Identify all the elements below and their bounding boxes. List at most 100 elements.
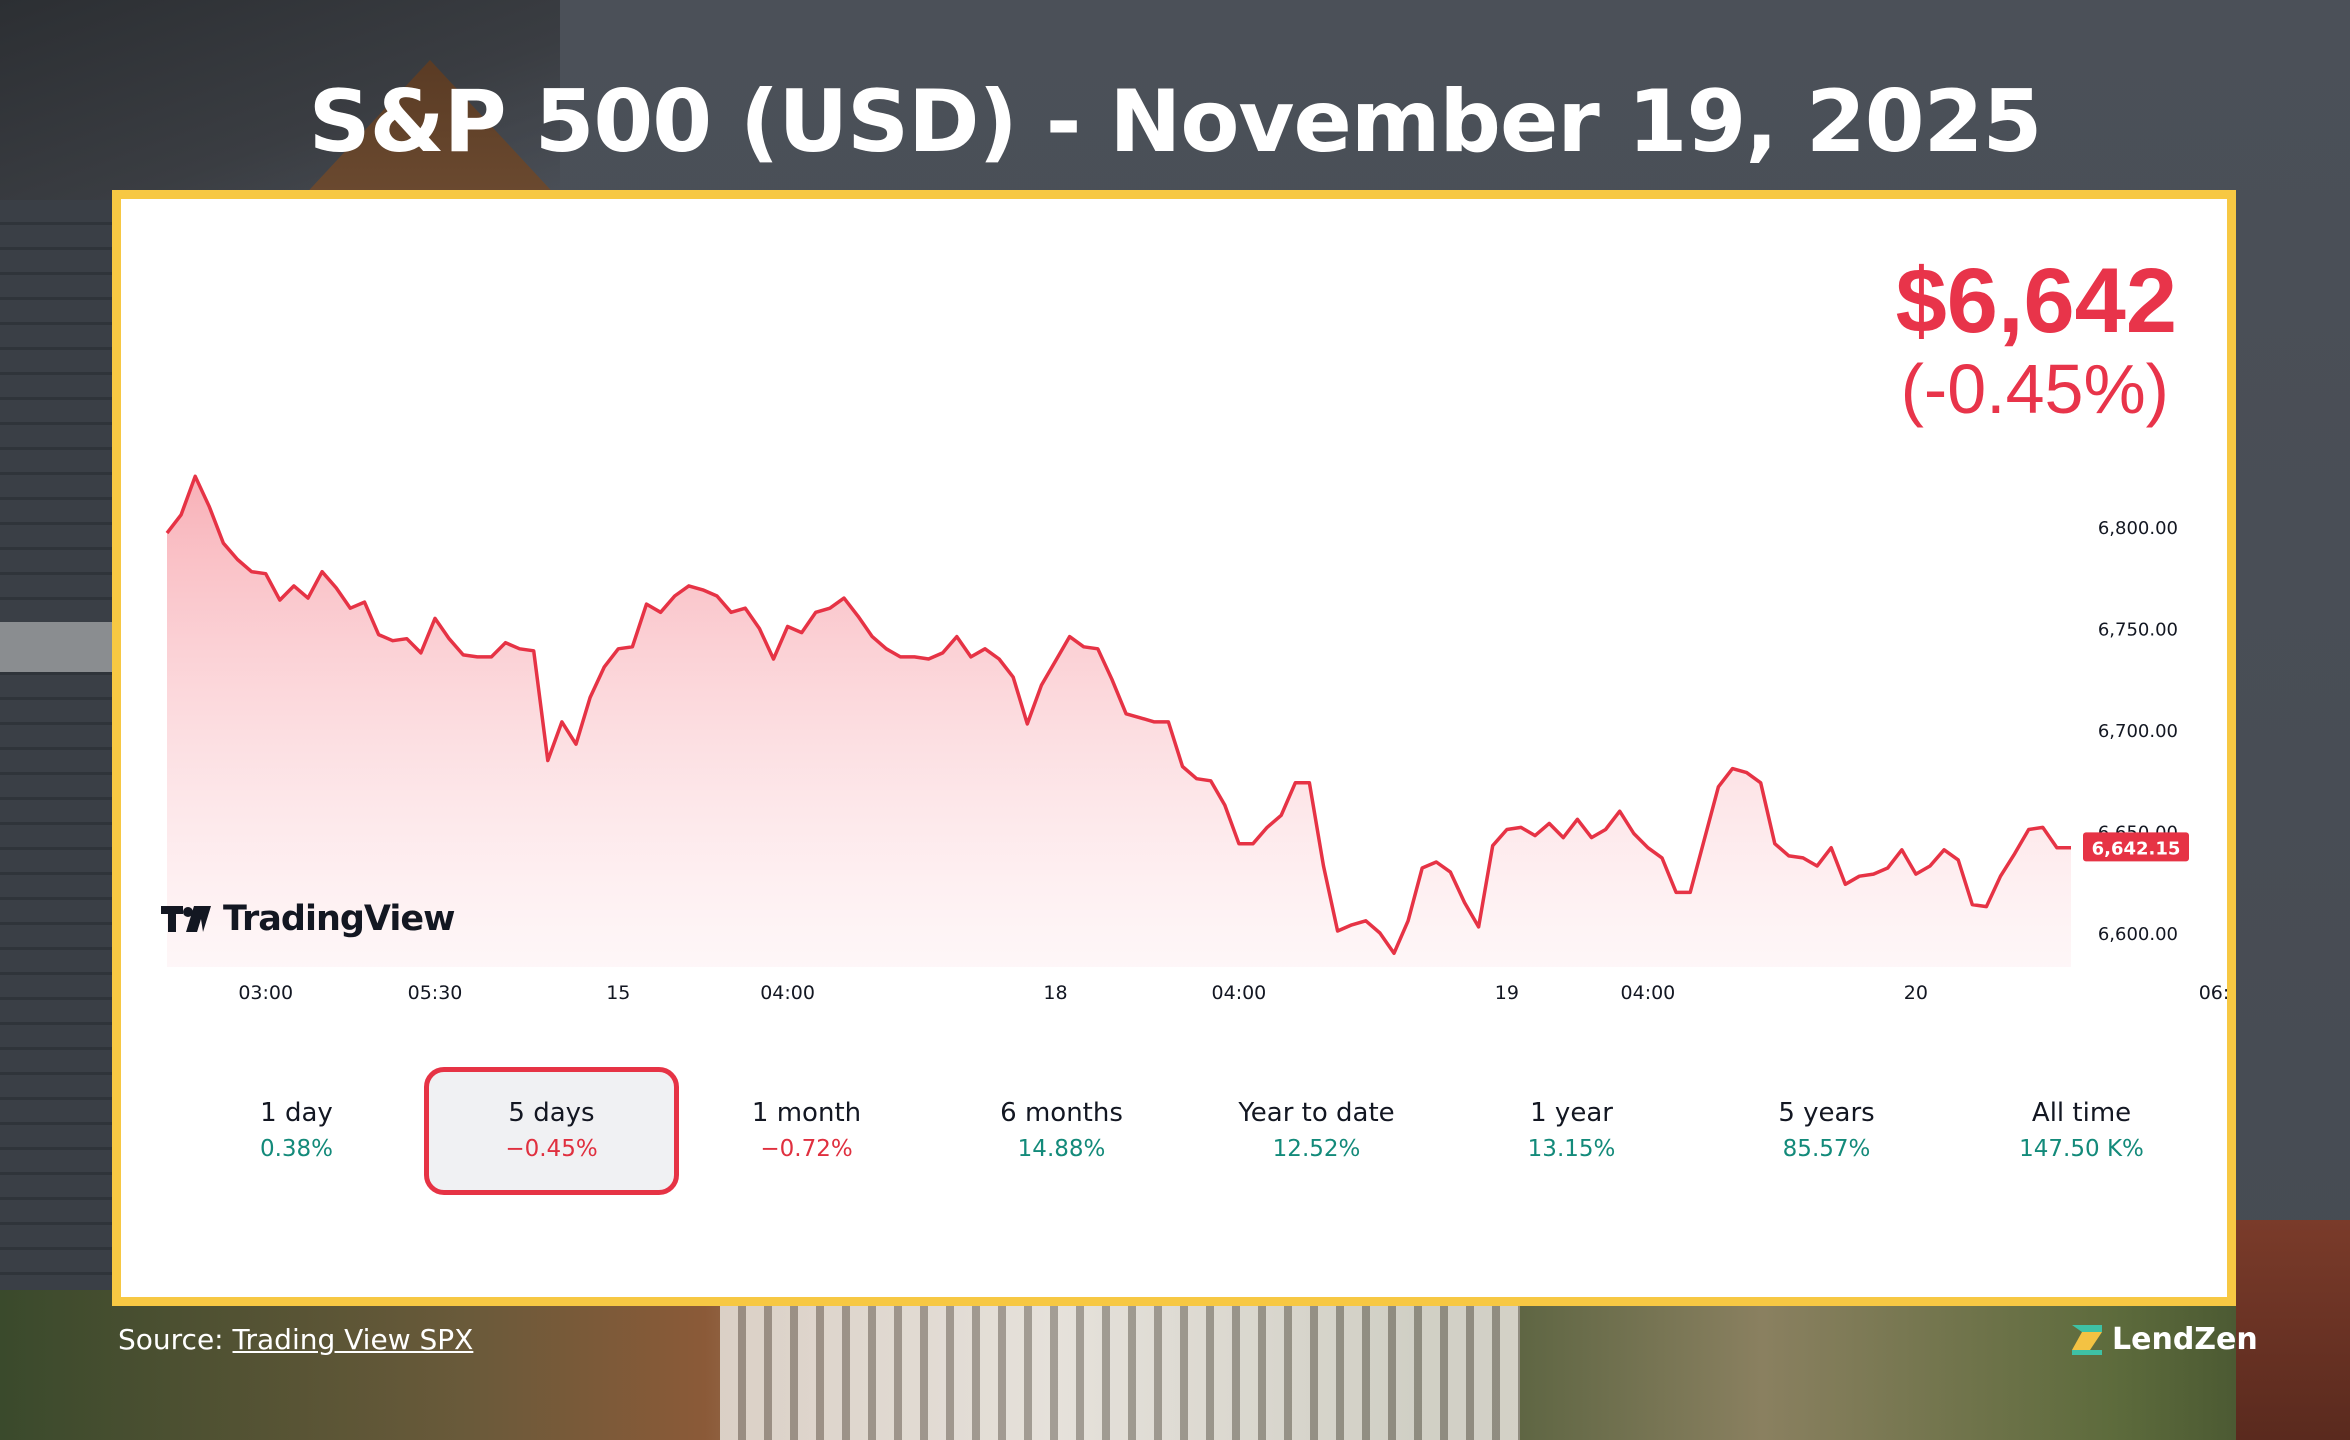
data-point	[630, 645, 634, 649]
x-axis: 03:00 05:30 15 04:00 18 04:00 19 04:00 20 06:00	[238, 982, 2227, 1004]
data-point	[1068, 635, 1072, 639]
data-point	[1195, 777, 1199, 781]
data-point	[1660, 856, 1664, 860]
background-trim	[0, 622, 115, 672]
data-point	[1181, 765, 1185, 769]
data-point	[673, 594, 677, 598]
period-change-value: 147.50 K%	[2019, 1136, 2144, 1162]
period-change-value: −0.72%	[760, 1136, 853, 1162]
data-point	[532, 649, 536, 653]
data-point	[221, 541, 225, 545]
period-1-day[interactable]: 1 day 0.38%	[169, 1067, 424, 1195]
price-chart: 6,600.006,650.006,700.006,750.006,800.00…	[165, 474, 2227, 1004]
data-point	[1872, 872, 1876, 876]
data-point	[1448, 870, 1452, 874]
period-label: 1 day	[260, 1098, 333, 1128]
data-point	[1829, 846, 1833, 850]
data-point	[983, 647, 987, 651]
data-point	[884, 647, 888, 651]
period-6-months[interactable]: 6 months 14.88%	[934, 1067, 1189, 1195]
data-point	[913, 655, 917, 659]
data-point	[1209, 779, 1213, 783]
data-point	[1322, 864, 1326, 868]
data-point	[1054, 659, 1058, 663]
y-tick-label: 6,600.00	[2098, 924, 2178, 945]
period-1-month[interactable]: 1 month −0.72%	[679, 1067, 934, 1195]
data-point	[363, 600, 367, 604]
period-5-years[interactable]: 5 years 85.57%	[1699, 1067, 1954, 1195]
period-change-value: 12.52%	[1272, 1136, 1361, 1162]
data-point	[1801, 856, 1805, 860]
data-point	[1914, 872, 1918, 876]
period-change-value: 0.38%	[259, 1136, 334, 1162]
data-point	[193, 474, 197, 478]
data-point	[1336, 929, 1340, 933]
data-point	[828, 606, 832, 610]
data-point	[1265, 825, 1269, 829]
data-point	[1406, 919, 1410, 923]
period-1-year[interactable]: 1 year 13.15%	[1444, 1067, 1699, 1195]
data-point	[320, 570, 324, 574]
data-point	[715, 594, 719, 598]
data-point	[1477, 925, 1481, 929]
data-point	[2013, 852, 2017, 856]
period-change-value: 14.88%	[1017, 1136, 1106, 1162]
data-point	[659, 610, 663, 614]
data-point	[1392, 951, 1396, 955]
y-tick-label: 6,800.00	[2098, 518, 2178, 539]
data-point	[489, 655, 493, 659]
data-point	[687, 584, 691, 588]
data-point	[856, 614, 860, 618]
background-right-house	[2236, 1220, 2350, 1440]
data-point	[461, 653, 465, 657]
data-point	[1293, 781, 1297, 785]
period-label: All time	[2031, 1098, 2132, 1128]
x-tick-label: 06:00	[2199, 982, 2227, 1004]
data-point	[1561, 836, 1565, 840]
data-point	[1251, 842, 1255, 846]
period-year-to-date[interactable]: Year to date 12.52%	[1189, 1067, 1444, 1195]
data-point	[1857, 874, 1861, 878]
data-point	[1632, 832, 1636, 836]
data-point	[165, 531, 169, 535]
x-tick-label: 19	[1495, 982, 1519, 1004]
x-tick-label: 15	[606, 982, 630, 1004]
lendzen-brand: LendZen	[2070, 1322, 2258, 1357]
period-all-time[interactable]: All time 147.50 K%	[1954, 1067, 2209, 1195]
data-point	[1025, 722, 1029, 726]
data-point	[616, 647, 620, 651]
x-tick-label: 05:30	[408, 982, 463, 1004]
period-5-days[interactable]: 5 days −0.45%	[424, 1067, 680, 1195]
x-tick-label: 03:00	[238, 982, 293, 1004]
x-tick-label: 20	[1904, 982, 1928, 1004]
data-point	[1886, 866, 1890, 870]
period-label: 5 days	[508, 1098, 595, 1128]
data-point	[1575, 817, 1579, 821]
data-point	[1759, 781, 1763, 785]
data-point	[814, 610, 818, 614]
data-point	[264, 572, 268, 576]
data-point	[842, 596, 846, 600]
data-point	[1787, 854, 1791, 858]
price-change: (-0.45%)	[1900, 350, 2169, 428]
data-point	[560, 720, 564, 724]
period-change-value: 85.57%	[1782, 1136, 1871, 1162]
data-point	[2041, 825, 2045, 829]
data-point	[757, 627, 761, 631]
period-change-value: 13.15%	[1527, 1136, 1616, 1162]
data-point	[1096, 647, 1100, 651]
data-point	[475, 655, 479, 659]
price-area	[167, 476, 2071, 967]
data-point	[504, 641, 508, 645]
data-point	[1279, 813, 1283, 817]
data-point	[1547, 821, 1551, 825]
x-tick-label: 04:00	[1621, 982, 1676, 1004]
data-point	[602, 665, 606, 669]
data-point	[179, 513, 183, 517]
source-link[interactable]: Trading View SPX	[232, 1323, 474, 1356]
chart-panel: 6,600.006,650.006,700.006,750.006,800.00…	[112, 190, 2236, 1306]
data-point	[433, 616, 437, 620]
x-tick-label: 04:00	[1212, 982, 1267, 1004]
data-point	[969, 655, 973, 659]
data-point	[1716, 785, 1720, 789]
